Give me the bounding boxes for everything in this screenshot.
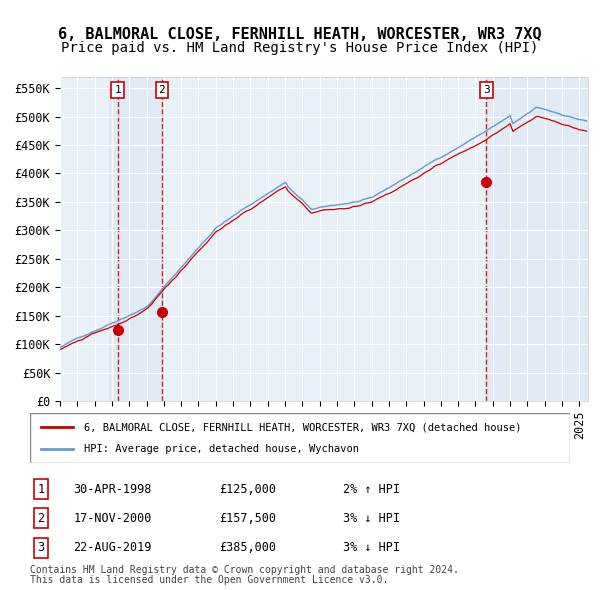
Text: 1: 1 xyxy=(37,483,44,496)
Text: 2% ↑ HPI: 2% ↑ HPI xyxy=(343,483,400,496)
Text: 1: 1 xyxy=(114,85,121,95)
Text: £125,000: £125,000 xyxy=(219,483,276,496)
Text: 3% ↓ HPI: 3% ↓ HPI xyxy=(343,541,400,554)
Text: 3: 3 xyxy=(483,85,490,95)
Text: Contains HM Land Registry data © Crown copyright and database right 2024.: Contains HM Land Registry data © Crown c… xyxy=(30,565,459,575)
Text: £157,500: £157,500 xyxy=(219,512,276,525)
Text: 6, BALMORAL CLOSE, FERNHILL HEATH, WORCESTER, WR3 7XQ (detached house): 6, BALMORAL CLOSE, FERNHILL HEATH, WORCE… xyxy=(84,422,521,432)
Text: 22-AUG-2019: 22-AUG-2019 xyxy=(73,541,152,554)
Text: 3: 3 xyxy=(37,541,44,554)
Text: 2: 2 xyxy=(37,512,44,525)
Text: This data is licensed under the Open Government Licence v3.0.: This data is licensed under the Open Gov… xyxy=(30,575,388,585)
Bar xyxy=(109,77,162,401)
Text: £385,000: £385,000 xyxy=(219,541,276,554)
Text: 2: 2 xyxy=(158,85,165,95)
Text: 3% ↓ HPI: 3% ↓ HPI xyxy=(343,512,400,525)
FancyBboxPatch shape xyxy=(30,413,570,463)
Text: Price paid vs. HM Land Registry's House Price Index (HPI): Price paid vs. HM Land Registry's House … xyxy=(61,41,539,55)
Text: 30-APR-1998: 30-APR-1998 xyxy=(73,483,152,496)
Text: HPI: Average price, detached house, Wychavon: HPI: Average price, detached house, Wych… xyxy=(84,444,359,454)
Text: 17-NOV-2000: 17-NOV-2000 xyxy=(73,512,152,525)
Text: 6, BALMORAL CLOSE, FERNHILL HEATH, WORCESTER, WR3 7XQ: 6, BALMORAL CLOSE, FERNHILL HEATH, WORCE… xyxy=(58,27,542,41)
Bar xyxy=(487,77,588,401)
